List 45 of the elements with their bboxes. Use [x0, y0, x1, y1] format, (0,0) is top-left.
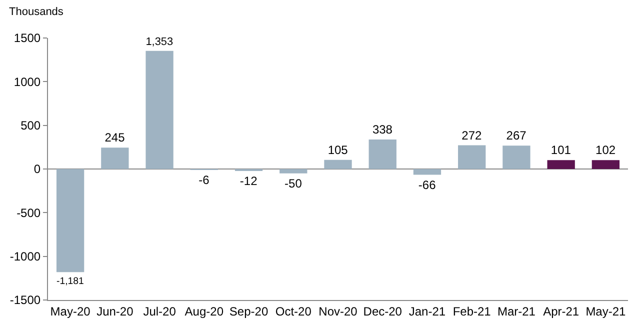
- y-tick-label: 1500: [14, 31, 41, 46]
- data-label: 267: [506, 128, 527, 143]
- x-tick-label: Apr-21: [543, 304, 580, 318]
- x-tick-label: Jan-21: [408, 304, 446, 318]
- x-tick-label: Oct-20: [275, 304, 312, 318]
- y-tick-label: 0: [34, 162, 41, 176]
- data-label: 101: [550, 143, 572, 158]
- data-label: -1,181: [56, 276, 84, 287]
- y-tick-label: 500: [20, 118, 41, 133]
- y-tick-label: -1500: [10, 293, 41, 308]
- data-label: 105: [328, 142, 348, 157]
- bar: [502, 146, 530, 169]
- data-label: 1,353: [146, 36, 174, 48]
- bar: [413, 169, 442, 175]
- x-tick-label: Mar-21: [497, 304, 536, 318]
- data-label: 245: [104, 130, 126, 145]
- data-label: -12: [240, 174, 258, 188]
- x-tick-label: Sep-20: [229, 304, 268, 318]
- bar: [324, 160, 352, 169]
- bar: [280, 169, 308, 174]
- bar: [458, 145, 486, 169]
- y-tick-label: -1000: [10, 250, 41, 264]
- bar: [56, 169, 84, 272]
- bar: [101, 148, 129, 169]
- data-label: -66: [418, 178, 436, 192]
- data-label: 102: [596, 143, 616, 158]
- x-tick-label: Aug-20: [184, 304, 224, 318]
- data-label: -50: [284, 176, 302, 190]
- data-label: 338: [372, 122, 393, 136]
- y-tick-label: 1000: [14, 74, 41, 89]
- x-tick-label: Nov-20: [318, 304, 358, 318]
- bar: [368, 139, 396, 169]
- y-axis-title: Thousands: [9, 6, 64, 18]
- data-label: -6: [198, 173, 210, 187]
- data-label: 272: [462, 128, 482, 142]
- bar: [146, 50, 174, 169]
- x-tick-label: May-20: [50, 304, 91, 318]
- x-tick-label: Jul-20: [143, 304, 176, 318]
- bar: [592, 160, 620, 169]
- x-tick-label: Dec-20: [363, 304, 402, 318]
- x-tick-label: Feb-21: [452, 304, 492, 318]
- x-tick-label: May-21: [586, 304, 626, 318]
- bar: [547, 160, 575, 169]
- y-tick-label: -500: [16, 206, 41, 220]
- x-tick-label: Jun-20: [96, 304, 134, 318]
